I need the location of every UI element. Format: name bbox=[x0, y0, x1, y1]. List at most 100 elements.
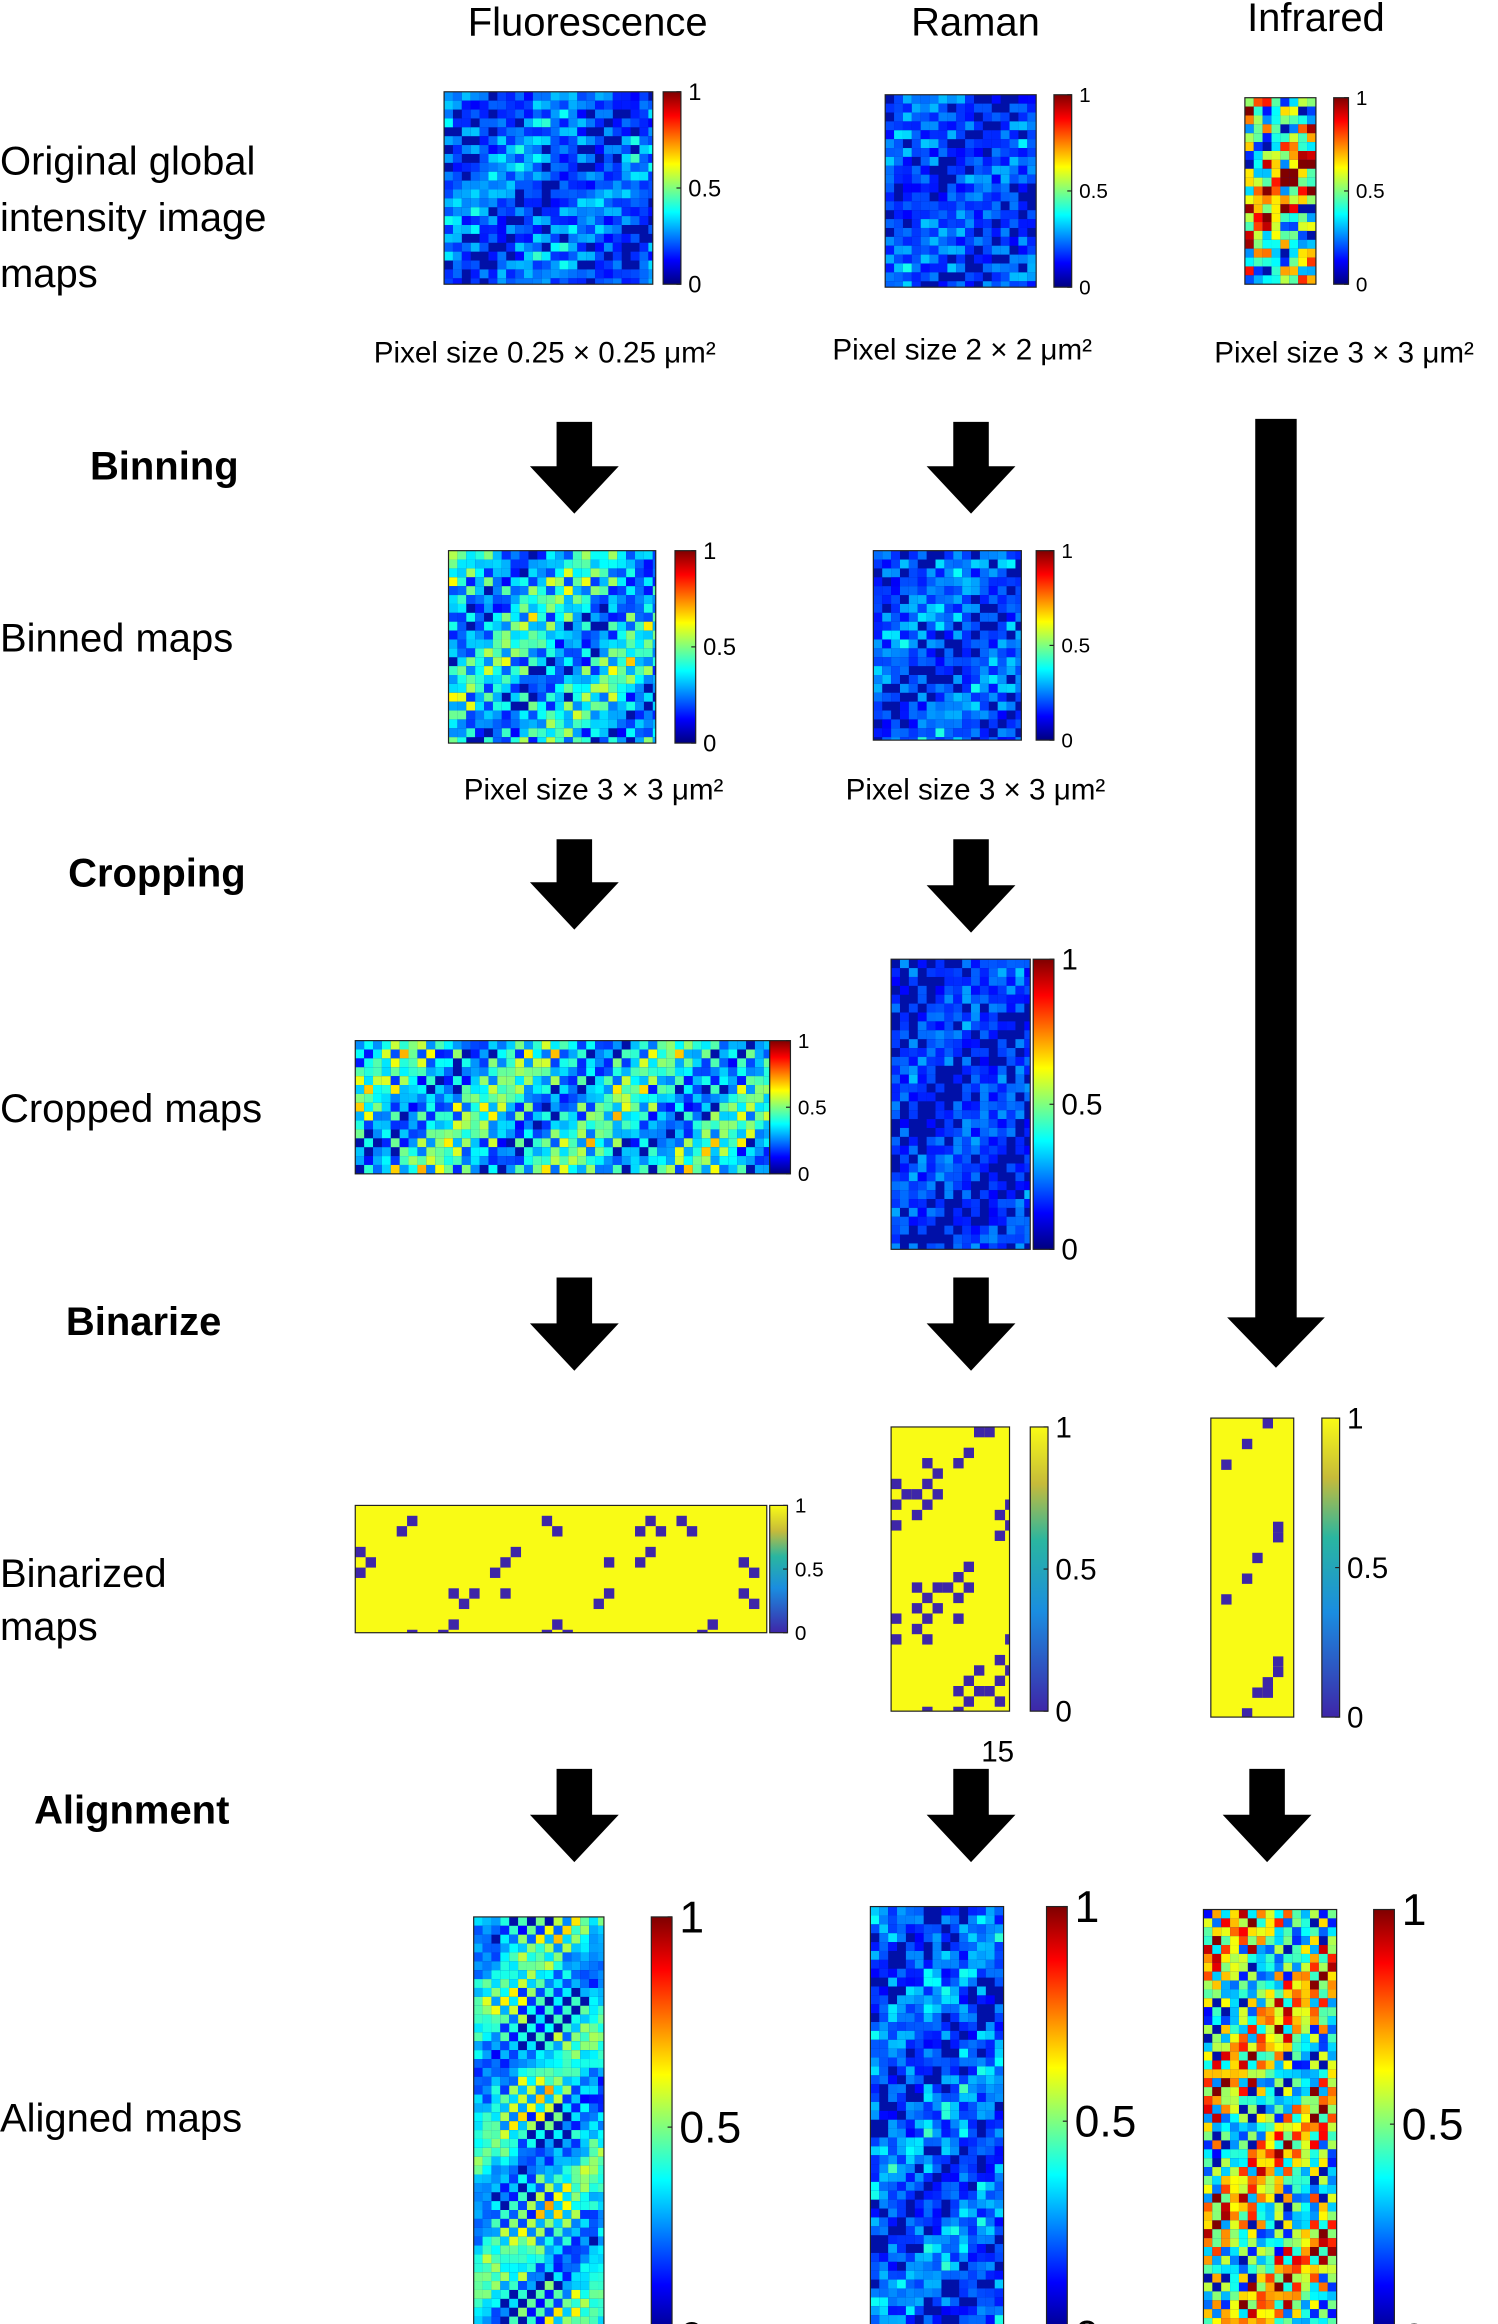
map-cell bbox=[586, 1138, 596, 1148]
map-cell bbox=[1310, 2247, 1319, 2256]
map-cell bbox=[1301, 2220, 1311, 2230]
map-cell bbox=[501, 719, 511, 729]
map-cell bbox=[1247, 2131, 1257, 2141]
map-cell bbox=[1015, 1172, 1025, 1182]
map-cell bbox=[905, 2173, 915, 2182]
map-cell bbox=[879, 2297, 889, 2307]
map-cell bbox=[1283, 2024, 1293, 2034]
map-cell bbox=[457, 612, 467, 622]
map-cell bbox=[461, 1111, 471, 1121]
map-cell bbox=[617, 683, 627, 693]
map-cell bbox=[950, 1968, 960, 1978]
map-cell bbox=[581, 603, 591, 613]
map-cell bbox=[381, 1093, 391, 1103]
map-cell bbox=[500, 1925, 510, 1935]
map-cell bbox=[532, 198, 542, 208]
map-cell bbox=[555, 692, 564, 702]
map-cell bbox=[482, 2147, 492, 2157]
map-cell bbox=[484, 657, 493, 667]
map-cell bbox=[920, 219, 930, 228]
map-cell bbox=[461, 1120, 471, 1130]
map-cell bbox=[938, 201, 948, 211]
map-cell bbox=[500, 2147, 510, 2157]
map-cell bbox=[470, 145, 480, 154]
map-cell bbox=[763, 1085, 770, 1094]
map-cell bbox=[944, 1030, 954, 1040]
map-cell bbox=[710, 1147, 720, 1157]
map-cell bbox=[526, 1934, 536, 1944]
map-cell bbox=[381, 1058, 391, 1068]
map-cell bbox=[550, 269, 560, 279]
map-cell bbox=[524, 109, 533, 119]
map-cell bbox=[506, 1129, 516, 1139]
map-cell bbox=[528, 630, 538, 640]
map-cell bbox=[870, 1950, 880, 1960]
map-cell bbox=[577, 1138, 587, 1148]
map-cell bbox=[470, 1058, 480, 1068]
map-cell bbox=[562, 2094, 572, 2104]
map-cell bbox=[971, 1163, 980, 1173]
colorbar-label: 0.5 bbox=[703, 635, 736, 661]
map-cell bbox=[956, 183, 966, 193]
map-cell bbox=[1265, 2309, 1275, 2319]
map-cell bbox=[484, 675, 493, 684]
map-cell bbox=[968, 2146, 977, 2156]
map-cell bbox=[888, 2137, 898, 2147]
map-cell bbox=[526, 2281, 536, 2290]
map-cell bbox=[929, 183, 939, 193]
map-cell bbox=[470, 180, 480, 190]
map-cell bbox=[1230, 2238, 1239, 2248]
map-cell bbox=[1292, 1936, 1302, 1946]
map-cell bbox=[590, 603, 600, 613]
colorbar-label: 0 bbox=[1075, 2312, 1100, 2324]
map-cell bbox=[1253, 177, 1263, 187]
map-cell bbox=[1027, 94, 1037, 104]
map-cell bbox=[524, 1040, 533, 1050]
map-cell bbox=[559, 1164, 569, 1174]
map-cell bbox=[938, 210, 948, 220]
map-cell bbox=[452, 1049, 462, 1059]
map-cell bbox=[532, 145, 542, 154]
map-cell bbox=[891, 1145, 900, 1155]
map-cell bbox=[914, 2048, 924, 2058]
map-cell bbox=[491, 2112, 501, 2122]
map-cell bbox=[911, 94, 921, 104]
map-cell bbox=[364, 1076, 374, 1086]
map-cell bbox=[1247, 2007, 1257, 2017]
map-cell bbox=[920, 156, 930, 166]
map-cell bbox=[553, 2298, 563, 2308]
map-cell bbox=[571, 2316, 581, 2324]
map-cell bbox=[1289, 248, 1299, 258]
map-cell bbox=[643, 692, 653, 702]
map-cell bbox=[595, 100, 604, 110]
map-cell bbox=[590, 710, 600, 720]
map-cell bbox=[1256, 1962, 1266, 1972]
map-cell bbox=[1318, 2158, 1328, 2168]
map-cell bbox=[470, 1147, 480, 1157]
map-cell bbox=[929, 148, 939, 157]
map-cell bbox=[932, 2261, 942, 2271]
map-cell bbox=[1310, 2193, 1319, 2203]
map-cell bbox=[1310, 2078, 1319, 2088]
map-cell bbox=[1027, 245, 1037, 255]
map-cell bbox=[598, 2174, 604, 2184]
map-cell bbox=[537, 630, 547, 640]
map-cell bbox=[626, 577, 636, 587]
map-cell bbox=[580, 2085, 590, 2095]
map-cell bbox=[590, 719, 600, 729]
map-cell bbox=[1000, 245, 1010, 255]
map-cell bbox=[1301, 2016, 1311, 2025]
map-cell bbox=[1244, 142, 1254, 151]
map-cell bbox=[932, 2279, 942, 2289]
map-cell bbox=[473, 2298, 483, 2308]
map-cell bbox=[617, 550, 627, 560]
map-cell bbox=[491, 2059, 501, 2068]
map-cell bbox=[976, 2137, 986, 2147]
map-cell bbox=[479, 1147, 489, 1157]
map-cell bbox=[544, 2298, 554, 2308]
map-cell bbox=[1318, 2282, 1328, 2292]
map-cell bbox=[710, 1085, 720, 1094]
map-cell bbox=[484, 630, 493, 640]
map-cell bbox=[492, 666, 502, 676]
map-cell bbox=[559, 1156, 569, 1165]
